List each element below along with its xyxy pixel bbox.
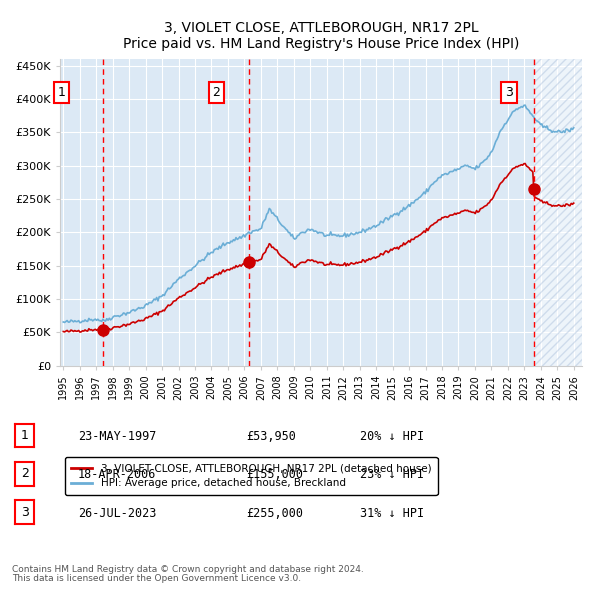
Text: 18-APR-2006: 18-APR-2006 bbox=[78, 468, 157, 481]
HPI: Average price, detached house, Breckland: (2e+03, 7.6e+04): Average price, detached house, Breckland… bbox=[122, 312, 130, 319]
Text: 23-MAY-1997: 23-MAY-1997 bbox=[78, 430, 157, 443]
3, VIOLET CLOSE, ATTLEBOROUGH, NR17 2PL (detached house) bbox=[382, 247, 389, 254]
Text: 26-JUL-2023: 26-JUL-2023 bbox=[78, 507, 157, 520]
Line: HPI: Average price, detached house, Breckland: HPI: Average price, detached house, Brec… bbox=[63, 105, 574, 323]
3, VIOLET CLOSE, ATTLEBOROUGH, NR17 2PL (detached house) bbox=[122, 323, 130, 330]
3, VIOLET CLOSE, ATTLEBOROUGH, NR17 2PL (detached house) bbox=[263, 245, 271, 252]
3, VIOLET CLOSE, ATTLEBOROUGH, NR17 2PL (detached house) bbox=[570, 199, 577, 206]
Text: £53,950: £53,950 bbox=[246, 430, 296, 443]
HPI: Average price, detached house, Breckland: (2.01e+03, 2.27e+05): Average price, detached house, Breckland… bbox=[263, 211, 271, 218]
3, VIOLET CLOSE, ATTLEBOROUGH, NR17 2PL (detached house) bbox=[76, 329, 83, 336]
Text: This data is licensed under the Open Government Licence v3.0.: This data is licensed under the Open Gov… bbox=[12, 574, 301, 583]
3, VIOLET CLOSE, ATTLEBOROUGH, NR17 2PL (detached house) bbox=[432, 219, 439, 227]
Text: 23% ↓ HPI: 23% ↓ HPI bbox=[360, 468, 424, 481]
Bar bbox=[534, 59, 582, 366]
Text: 31% ↓ HPI: 31% ↓ HPI bbox=[360, 507, 424, 520]
Text: 3: 3 bbox=[20, 506, 29, 519]
3, VIOLET CLOSE, ATTLEBOROUGH, NR17 2PL (detached house) bbox=[521, 160, 529, 167]
Text: 2: 2 bbox=[20, 467, 29, 480]
Text: £255,000: £255,000 bbox=[246, 507, 303, 520]
HPI: Average price, detached house, Breckland: (2.03e+03, 3.57e+05): Average price, detached house, Breckland… bbox=[570, 124, 577, 132]
3, VIOLET CLOSE, ATTLEBOROUGH, NR17 2PL (detached house) bbox=[59, 328, 67, 335]
Text: 20% ↓ HPI: 20% ↓ HPI bbox=[360, 430, 424, 443]
Text: 1: 1 bbox=[58, 86, 65, 99]
HPI: Average price, detached house, Breckland: (2.02e+03, 3.91e+05): Average price, detached house, Breckland… bbox=[521, 101, 529, 109]
HPI: Average price, detached house, Breckland: (2e+03, 6.47e+04): Average price, detached house, Breckland… bbox=[76, 319, 83, 326]
HPI: Average price, detached house, Breckland: (2.01e+03, 2.22e+05): Average price, detached house, Breckland… bbox=[382, 214, 389, 221]
HPI: Average price, detached house, Breckland: (2e+03, 6.57e+04): Average price, detached house, Breckland… bbox=[59, 319, 67, 326]
Text: 2: 2 bbox=[212, 86, 220, 99]
3, VIOLET CLOSE, ATTLEBOROUGH, NR17 2PL (detached house) bbox=[430, 221, 437, 228]
3, VIOLET CLOSE, ATTLEBOROUGH, NR17 2PL (detached house) bbox=[227, 265, 235, 272]
Text: 1: 1 bbox=[20, 429, 29, 442]
Text: £155,000: £155,000 bbox=[246, 468, 303, 481]
Line: 3, VIOLET CLOSE, ATTLEBOROUGH, NR17 2PL (detached house): 3, VIOLET CLOSE, ATTLEBOROUGH, NR17 2PL … bbox=[63, 163, 574, 332]
Title: 3, VIOLET CLOSE, ATTLEBOROUGH, NR17 2PL
Price paid vs. HM Land Registry's House : 3, VIOLET CLOSE, ATTLEBOROUGH, NR17 2PL … bbox=[123, 21, 519, 51]
Bar bbox=[534, 59, 582, 366]
Legend: 3, VIOLET CLOSE, ATTLEBOROUGH, NR17 2PL (detached house), HPI: Average price, de: 3, VIOLET CLOSE, ATTLEBOROUGH, NR17 2PL … bbox=[65, 457, 437, 494]
Text: 3: 3 bbox=[505, 86, 513, 99]
HPI: Average price, detached house, Breckland: (2.02e+03, 2.73e+05): Average price, detached house, Breckland… bbox=[430, 181, 437, 188]
HPI: Average price, detached house, Breckland: (2.01e+03, 1.87e+05): Average price, detached house, Breckland… bbox=[227, 238, 235, 245]
Text: Contains HM Land Registry data © Crown copyright and database right 2024.: Contains HM Land Registry data © Crown c… bbox=[12, 565, 364, 574]
HPI: Average price, detached house, Breckland: (2.02e+03, 2.76e+05): Average price, detached house, Breckland… bbox=[432, 178, 439, 185]
